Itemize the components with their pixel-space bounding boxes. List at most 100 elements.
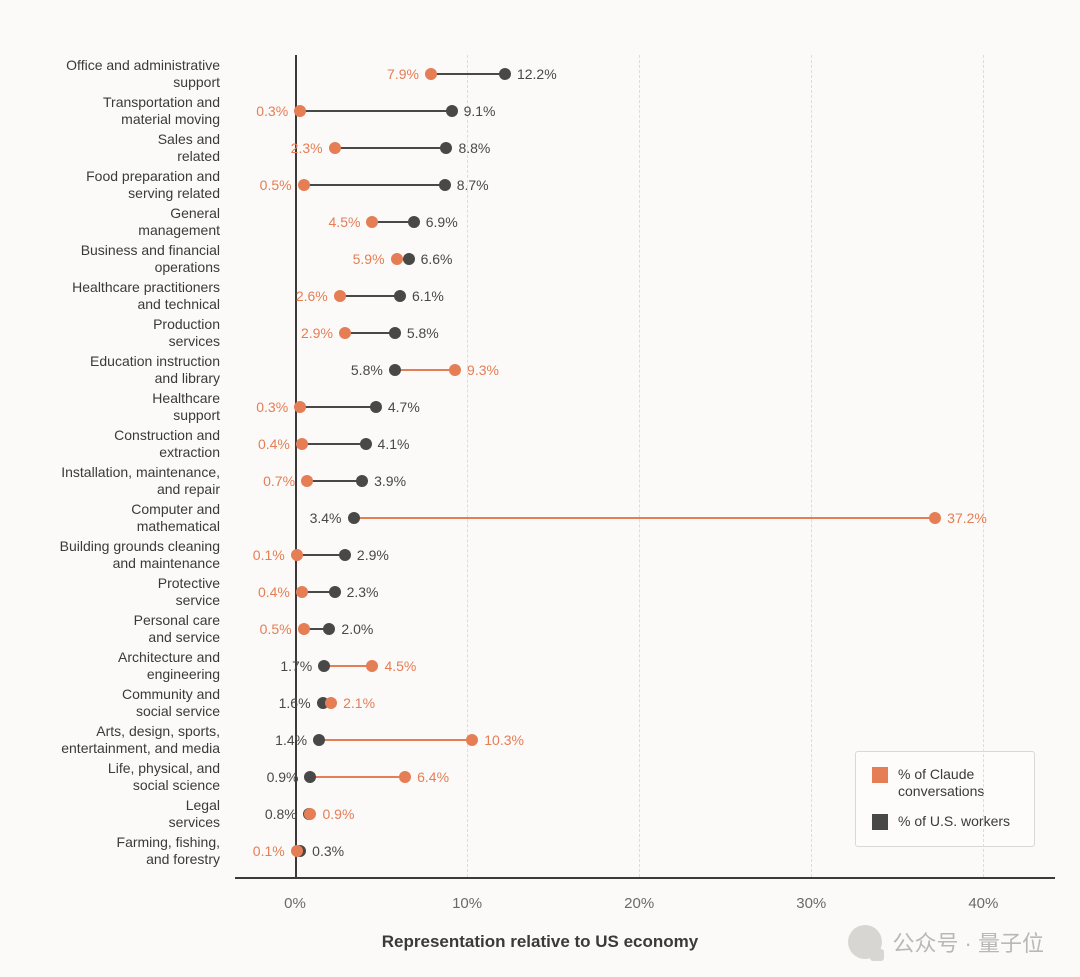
dot-workers [389,327,401,339]
value-claude: 2.6% [296,288,328,304]
value-workers: 3.4% [310,510,342,526]
connector [340,295,400,297]
value-claude: 10.3% [484,732,524,748]
y-axis [295,55,297,877]
gridline [639,55,640,877]
dot-workers [313,734,325,746]
dot-workers [403,253,415,265]
dot-claude [449,364,461,376]
connector [324,665,372,667]
dot-claude [399,771,411,783]
x-tick-label: 0% [284,895,306,912]
value-claude: 2.1% [343,695,375,711]
connector [395,369,455,371]
dot-claude [425,68,437,80]
legend-item-claude: % of Claude conversations [872,766,1018,801]
value-workers: 4.7% [388,399,420,415]
value-workers: 0.9% [267,769,299,785]
value-workers: 8.7% [457,177,489,193]
value-workers: 1.7% [280,658,312,674]
value-claude: 0.3% [256,399,288,415]
value-workers: 6.6% [421,251,453,267]
dumbbell-chart: % of Claude conversations % of U.S. work… [0,0,1080,977]
gridline [983,55,984,877]
legend-swatch-workers [872,814,888,830]
dot-claude [339,327,351,339]
dot-claude [291,845,303,857]
connector [297,554,345,556]
dot-claude [366,216,378,228]
category-label: Sales andrelated [0,129,220,166]
legend: % of Claude conversations % of U.S. work… [855,751,1035,848]
category-label: Computer andmathematical [0,499,220,536]
x-tick-label: 20% [624,895,654,912]
dot-workers [339,549,351,561]
value-claude: 4.5% [329,214,361,230]
value-workers: 4.1% [378,436,410,452]
value-claude: 37.2% [947,510,987,526]
dot-workers [360,438,372,450]
category-label: Architecture andengineering [0,647,220,684]
dot-workers [323,623,335,635]
category-label: Business and financialoperations [0,240,220,277]
category-label: Construction andextraction [0,425,220,462]
category-label: Healthcare practitionersand technical [0,277,220,314]
category-label: Community andsocial service [0,684,220,721]
dot-claude [929,512,941,524]
dot-workers [394,290,406,302]
dot-workers [446,105,458,117]
value-workers: 5.8% [351,362,383,378]
dot-claude [298,179,310,191]
value-claude: 2.3% [291,140,323,156]
value-claude: 4.5% [384,658,416,674]
value-claude: 6.4% [417,769,449,785]
value-workers: 1.6% [279,695,311,711]
category-label: Life, physical, andsocial science [0,758,220,795]
dot-claude [466,734,478,746]
x-tick-label: 10% [452,895,482,912]
dot-claude [291,549,303,561]
dot-workers [318,660,330,672]
dot-claude [301,475,313,487]
dot-workers [408,216,420,228]
value-claude: 0.9% [322,806,354,822]
value-claude: 0.5% [260,177,292,193]
value-workers: 0.3% [312,843,344,859]
category-label: Transportation andmaterial moving [0,92,220,129]
dot-claude [391,253,403,265]
category-label: Office and administrativesupport [0,55,220,92]
value-claude: 0.1% [253,843,285,859]
dot-workers [329,586,341,598]
connector [354,517,936,519]
legend-label-claude: % of Claude conversations [898,766,1018,801]
value-workers: 2.9% [357,547,389,563]
category-label: Arts, design, sports,entertainment, and … [0,721,220,758]
category-label: Farming, fishing,and forestry [0,832,220,869]
dot-claude [296,586,308,598]
connector [300,110,451,112]
value-claude: 9.3% [467,362,499,378]
dot-claude [325,697,337,709]
value-workers: 6.9% [426,214,458,230]
connector [302,443,366,445]
legend-label-workers: % of U.S. workers [898,813,1010,831]
category-label: Legalservices [0,795,220,832]
value-claude: 0.4% [258,436,290,452]
value-claude: 5.9% [353,251,385,267]
dot-claude [296,438,308,450]
value-claude: 7.9% [387,66,419,82]
value-claude: 0.4% [258,584,290,600]
dot-claude [334,290,346,302]
dot-claude [329,142,341,154]
value-workers: 3.9% [374,473,406,489]
category-label: Building grounds cleaningand maintenance [0,536,220,573]
value-claude: 0.3% [256,103,288,119]
dot-workers [389,364,401,376]
category-label: Installation, maintenance,and repair [0,462,220,499]
value-workers: 6.1% [412,288,444,304]
dot-workers [348,512,360,524]
category-label: Productionservices [0,314,220,351]
value-claude: 0.5% [260,621,292,637]
connector [310,776,405,778]
category-label: Food preparation andserving related [0,166,220,203]
